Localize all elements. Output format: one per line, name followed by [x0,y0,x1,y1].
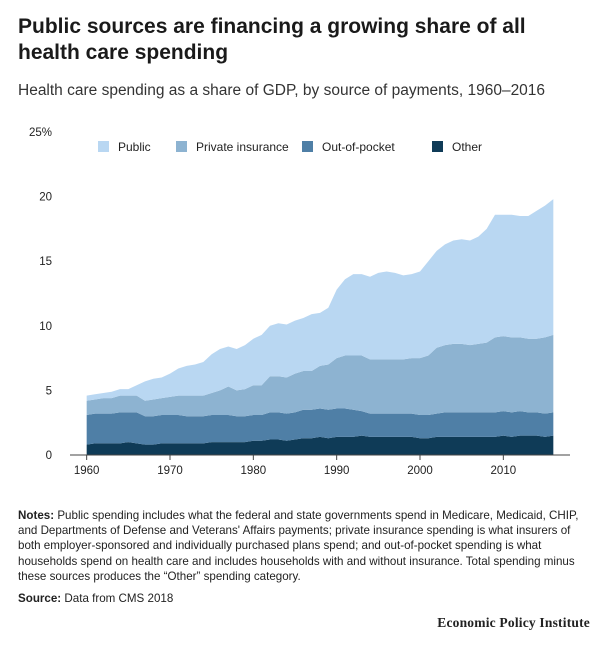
stacked-area-chart: 1960 1970 1980 1990 2000 2010 0 5 10 15 20 25% Publi… [29,127,570,477]
legend-label-other: Other [452,140,482,154]
y-tick-label-15: 15 [39,256,52,268]
notes-label: Notes: [18,509,55,522]
area-private-insurance [86,334,554,417]
area-other [86,435,554,455]
x-tick-label-1970: 1970 [157,465,183,477]
source-label: Source: [18,592,62,605]
chart-title: Public sources are financing a growing s… [18,15,526,64]
legend-label-out-of-pocket: Out-of-pocket [322,140,395,154]
legend-item-out-of-pocket: Out-of-pocket [302,140,395,154]
legend-label-private-insurance: Private insurance [196,140,289,154]
legend-item-private-insurance: Private insurance [176,140,289,154]
y-tick-label-10: 10 [39,321,52,333]
legend-item-public: Public [98,140,151,154]
chart-subtitle: Health care spending as a share of GDP, … [18,82,546,99]
legend-swatch-private-insurance [176,141,187,152]
notes: Notes: Public spending includes what the… [18,508,593,584]
legend-swatch-out-of-pocket [302,141,313,152]
x-tick-label-1960: 1960 [74,465,100,477]
x-tick-label-2010: 2010 [491,465,517,477]
legend-swatch-other [432,141,443,152]
x-tick-label-2000: 2000 [407,465,433,477]
y-tick-label-0: 0 [46,450,52,462]
source-text: Data from CMS 2018 [64,592,174,605]
area-out-of-pocket [86,408,554,445]
y-tick-label-5: 5 [46,385,52,397]
x-tick-label-1980: 1980 [241,465,267,477]
legend-item-other: Other [432,140,482,154]
legend-swatch-public [98,141,109,152]
notes-text: Public spending includes what the federa… [18,509,579,583]
source: Source: Data from CMS 2018 [18,592,173,605]
x-tick-label-1990: 1990 [324,465,350,477]
y-tick-label-25: 25% [29,127,52,139]
legend-label-public: Public [118,140,151,154]
area-public [86,199,554,401]
brand-logo: Economic Policy Institute [437,615,590,630]
areas-group [86,199,554,455]
y-tick-label-20: 20 [39,192,52,204]
